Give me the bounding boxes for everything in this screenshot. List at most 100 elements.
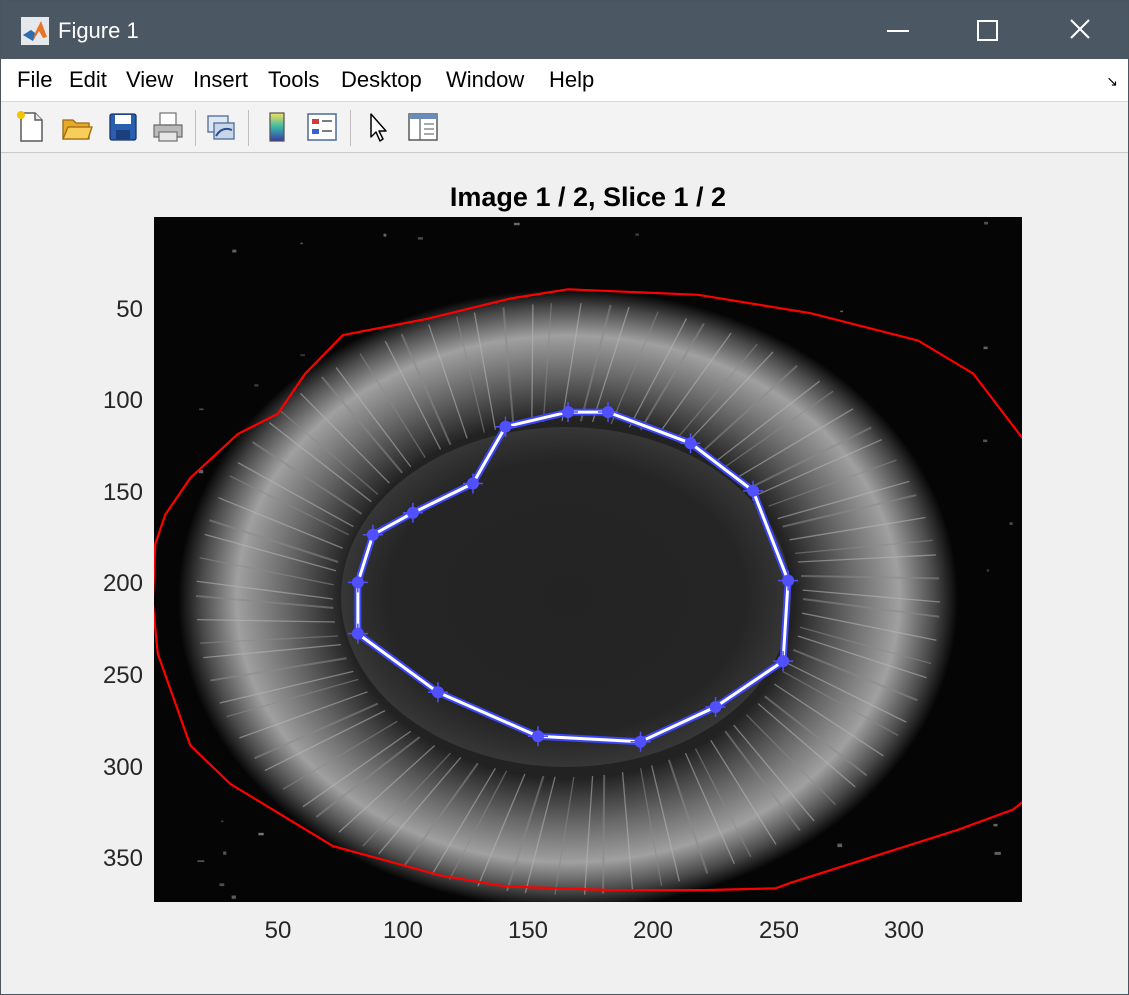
contour-vertex-marker[interactable]	[427, 682, 448, 703]
save-icon	[109, 113, 137, 141]
membrane-ray	[651, 765, 680, 882]
contour-vertex-marker[interactable]	[347, 623, 368, 644]
membrane-ray	[209, 519, 339, 563]
contour-vertex-marker[interactable]	[630, 731, 651, 752]
membrane-ray	[715, 380, 821, 462]
y-tick-label: 100	[102, 387, 143, 414]
membrane-ray	[621, 772, 634, 891]
menu-bar: File Edit View Insert Tools Desktop Wind…	[1, 59, 1128, 102]
membrane-ray	[400, 333, 452, 446]
y-tick-label: 350	[102, 845, 143, 872]
membrane-ray	[264, 710, 386, 772]
membrane-ray	[799, 626, 932, 665]
membrane-ray	[448, 770, 508, 880]
membrane-ray	[477, 773, 526, 887]
image-speckles	[197, 221, 1013, 899]
contour-vertex-marker[interactable]	[362, 524, 383, 545]
membrane-ray	[210, 657, 347, 682]
membrane-ray	[219, 670, 354, 704]
speckle	[300, 354, 305, 357]
membrane-ray	[684, 752, 735, 865]
property-inspector-icon	[408, 113, 438, 141]
speckle	[232, 249, 237, 253]
contour-vertex-marker[interactable]	[598, 402, 619, 423]
contour-vertex-marker[interactable]	[705, 696, 726, 717]
menu-insert[interactable]: Insert	[193, 67, 249, 92]
membrane-ray	[200, 635, 339, 644]
speckle	[984, 221, 988, 225]
membrane-ray	[801, 574, 940, 580]
link-plot-icon	[207, 115, 235, 140]
maximize-icon	[977, 20, 998, 41]
contour-vertex-marker[interactable]	[462, 473, 483, 494]
speckle	[635, 233, 639, 236]
membrane-ray	[218, 497, 344, 549]
open-file-icon	[62, 119, 93, 140]
membrane-ray	[795, 539, 933, 555]
save-button[interactable]	[106, 110, 140, 144]
contour-vertex-marker[interactable]	[495, 416, 516, 437]
speckle	[993, 823, 998, 827]
membrane-ray	[710, 740, 777, 845]
close-button[interactable]	[1035, 1, 1125, 59]
contour-vertex-marker[interactable]	[773, 651, 794, 672]
speckle	[223, 851, 227, 855]
minimize-button[interactable]	[853, 1, 943, 59]
title-bar[interactable]: Figure 1	[1, 1, 1128, 59]
speckle	[383, 233, 387, 237]
membrane-ray	[757, 439, 882, 495]
contour-vertex-marker[interactable]	[527, 726, 548, 747]
speckle	[837, 843, 843, 848]
membrane-ray	[338, 745, 436, 833]
insert-legend-button[interactable]	[305, 110, 339, 144]
menu-desktop[interactable]: Desktop	[341, 67, 422, 92]
outer-contour	[154, 288, 1022, 892]
contour-vertex-marker[interactable]	[680, 433, 701, 454]
membrane-ray	[774, 683, 884, 757]
y-tick-label: 150	[102, 479, 143, 506]
menu-view[interactable]: View	[126, 67, 174, 92]
new-figure-button[interactable]	[14, 110, 48, 144]
membrane-ray	[456, 316, 485, 433]
y-tick-label: 300	[102, 754, 143, 781]
contour-vertex-marker[interactable]	[402, 502, 423, 523]
membrane-ray	[579, 304, 612, 422]
speckle	[1009, 522, 1013, 525]
y-tick-label: 50	[116, 296, 143, 323]
membrane-ray	[602, 774, 606, 894]
membrane-ray	[237, 462, 354, 528]
speckle	[198, 469, 204, 474]
membrane-ray	[802, 612, 937, 641]
membrane-ray	[685, 351, 774, 446]
contour-vertex-marker[interactable]	[557, 402, 578, 423]
menu-window[interactable]: Window	[446, 67, 525, 92]
membrane-ray	[335, 367, 412, 468]
speckle	[219, 883, 225, 887]
contour-vertex-marker[interactable]	[347, 572, 368, 593]
contour-vertex-marker[interactable]	[778, 570, 799, 591]
menu-edit[interactable]: Edit	[69, 67, 107, 92]
open-file-button[interactable]	[60, 110, 94, 144]
menu-help[interactable]: Help	[549, 67, 595, 92]
insert-colorbar-button[interactable]	[260, 110, 294, 144]
property-inspector-button[interactable]	[406, 110, 440, 144]
membrane-ray	[724, 730, 801, 832]
contour-vertex-marker[interactable]	[743, 480, 764, 501]
menu-file[interactable]: File	[17, 67, 53, 92]
link-plot-button[interactable]	[204, 110, 238, 144]
membrane-ray	[667, 759, 709, 874]
image-axes[interactable]	[154, 217, 1022, 902]
toolbar-separator	[248, 110, 249, 146]
maximize-button[interactable]	[943, 1, 1033, 59]
membrane-ray	[204, 533, 337, 572]
membrane-ray	[802, 589, 941, 603]
menu-tools[interactable]: Tools	[268, 67, 320, 92]
speckle	[983, 439, 988, 443]
membrane-ray	[768, 459, 897, 507]
membrane-ray	[315, 736, 421, 818]
speckle	[513, 222, 520, 226]
edit-plot-button[interactable]	[361, 110, 395, 144]
print-button[interactable]	[151, 110, 185, 144]
dock-arrow-icon[interactable]: ↘	[1106, 73, 1118, 89]
membrane-ray	[733, 724, 815, 822]
